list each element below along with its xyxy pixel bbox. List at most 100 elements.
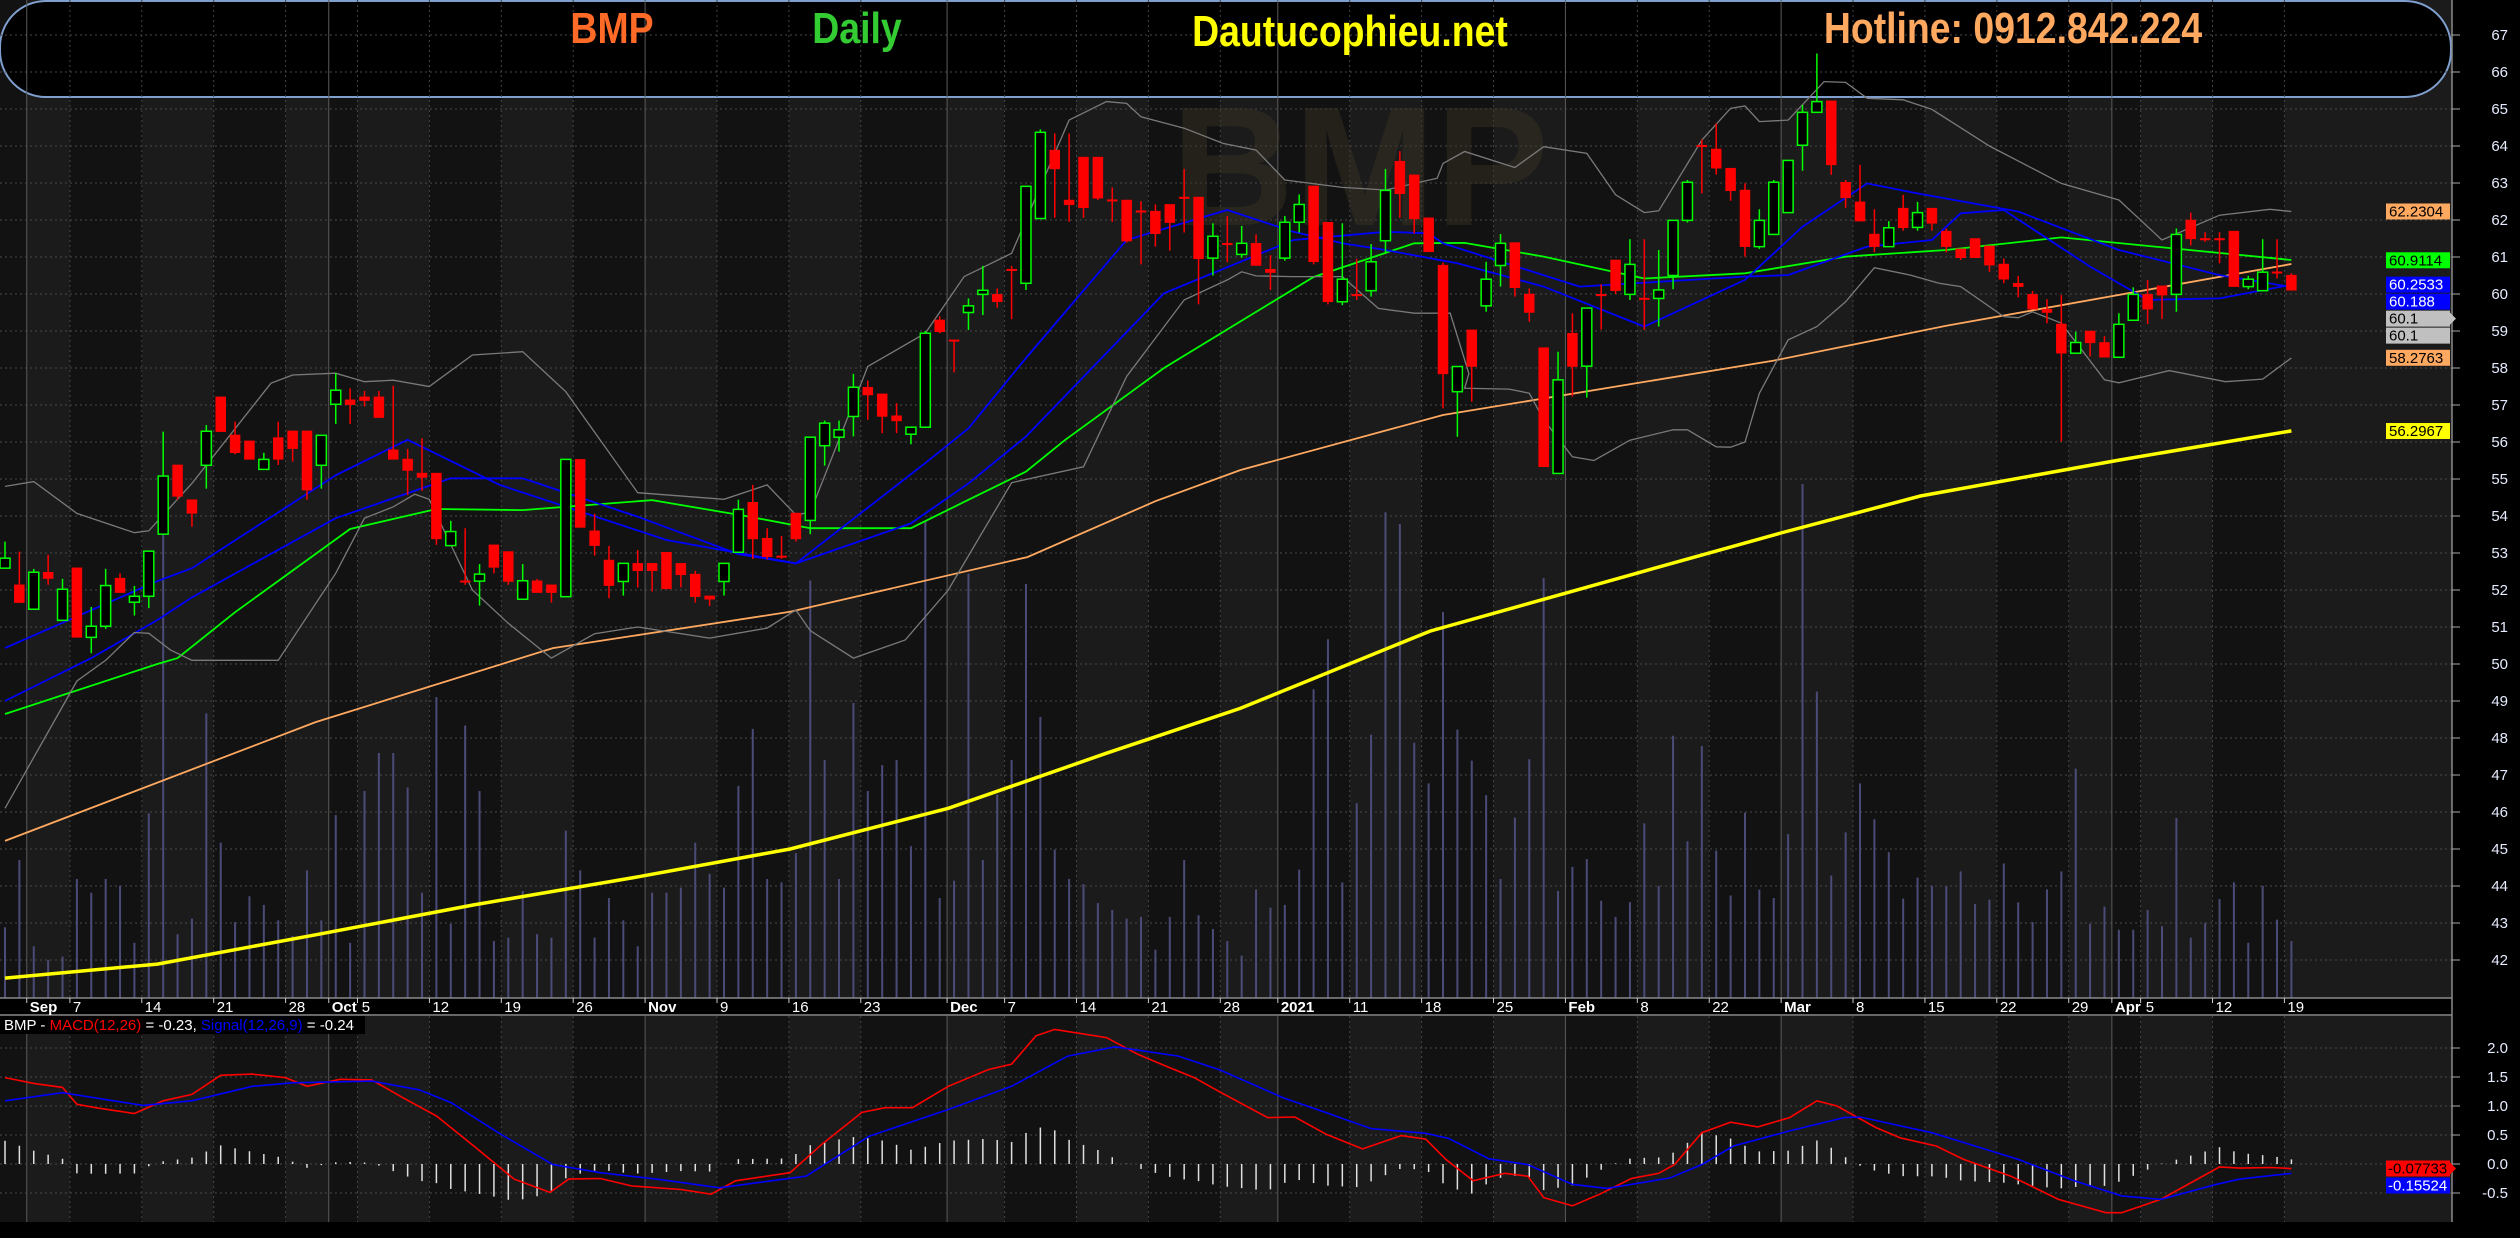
candle xyxy=(847,373,860,437)
macd-background-band xyxy=(788,1016,861,1222)
candle xyxy=(1235,225,1248,258)
candle xyxy=(1681,180,1694,223)
candle xyxy=(1193,196,1204,305)
candle-body xyxy=(2056,323,2067,354)
macd-background-band xyxy=(2111,1016,2141,1222)
macd-axis-label: -0.5 xyxy=(2482,1185,2508,1202)
candle xyxy=(2127,287,2139,322)
candle-body xyxy=(114,577,126,593)
candle xyxy=(329,373,342,424)
candle xyxy=(560,458,572,598)
candle xyxy=(272,421,284,465)
candle xyxy=(200,424,213,489)
macd-legend-bg xyxy=(0,1016,365,1034)
candle-body xyxy=(71,567,83,638)
candle xyxy=(2084,330,2096,357)
candle-body xyxy=(589,530,600,546)
macd-background-band xyxy=(573,1016,646,1222)
candle xyxy=(919,331,932,428)
candle xyxy=(862,380,874,420)
price-tag-text: 58.2763 xyxy=(2389,350,2443,367)
date-label: Mar xyxy=(1784,999,1811,1016)
candle xyxy=(244,440,255,460)
background-band xyxy=(1076,0,1149,998)
right-axis-bg xyxy=(2452,0,2520,1238)
date-label: Dec xyxy=(950,999,978,1016)
candle-body xyxy=(1107,199,1118,202)
candle-body xyxy=(459,580,471,583)
price-tag-text: 60.2533 xyxy=(2389,277,2443,294)
date-label: Sep xyxy=(30,999,58,1016)
background-band xyxy=(2212,0,2285,998)
price-tag-text: 60.188 xyxy=(2389,294,2435,311)
candle-body xyxy=(1394,160,1406,194)
candle-body xyxy=(143,550,155,598)
candle-body xyxy=(1524,293,1535,313)
candle xyxy=(215,396,226,432)
date-label: 12 xyxy=(2216,999,2233,1016)
date-label: Nov xyxy=(648,999,677,1016)
candle xyxy=(2286,273,2297,291)
price-tag-bg xyxy=(2386,252,2450,269)
candle xyxy=(1222,215,1233,263)
candle-body xyxy=(560,458,572,598)
price-label: 50 xyxy=(2491,656,2508,673)
candle xyxy=(1854,164,1866,222)
candle-body xyxy=(2185,219,2197,240)
candle xyxy=(1883,221,1895,248)
candle-body xyxy=(1365,261,1377,292)
candle xyxy=(503,551,514,585)
candle-body xyxy=(632,563,643,572)
candle-body xyxy=(603,559,615,586)
candle xyxy=(488,544,500,574)
candle-body xyxy=(1883,227,1895,248)
candle xyxy=(962,298,975,330)
candle-body xyxy=(258,458,270,471)
candle-body xyxy=(2170,233,2183,296)
candle-body xyxy=(1494,242,1507,267)
price-tags: 62.230460.911460.253360.18860.160.158.27… xyxy=(2386,203,2456,440)
macd-background-band xyxy=(69,1016,142,1222)
candle-body xyxy=(646,563,658,572)
date-label: 22 xyxy=(2000,999,2017,1016)
candle-body xyxy=(157,475,169,535)
candle-body xyxy=(1063,199,1075,206)
candle xyxy=(1308,185,1319,265)
background-band xyxy=(2284,0,2452,998)
candle-body xyxy=(1567,332,1578,367)
candle xyxy=(934,316,945,334)
candle xyxy=(2113,313,2125,359)
header-titles: BMP Daily Dautucophieu.net Hotline: 0912… xyxy=(570,3,2202,56)
macd-axis-label: 1.0 xyxy=(2487,1098,2508,1115)
candle xyxy=(977,265,989,316)
candle-body xyxy=(847,386,860,418)
candle xyxy=(388,385,399,460)
candle xyxy=(1667,219,1679,290)
price-label: 64 xyxy=(2491,138,2508,155)
candle-body xyxy=(1193,196,1204,260)
candle xyxy=(531,578,543,593)
candle xyxy=(1379,168,1392,255)
candle-body xyxy=(776,555,787,558)
hotline-title: Hotline: 0912.842.224 xyxy=(1824,3,2203,53)
macd-tag-bg xyxy=(2386,1177,2450,1194)
candle xyxy=(1034,129,1047,220)
candle xyxy=(1696,139,1708,194)
macd-line xyxy=(4,1028,2292,1214)
date-label: 29 xyxy=(2072,999,2089,1016)
candle-body xyxy=(1826,100,1837,166)
date-label: 25 xyxy=(1497,999,1514,1016)
candle xyxy=(473,564,486,606)
candle xyxy=(1782,159,1794,214)
date-label: 2021 xyxy=(1281,999,1314,1016)
bb-lower-line xyxy=(4,266,2292,809)
candle xyxy=(516,564,529,600)
background-band xyxy=(860,0,948,998)
price-label: 56 xyxy=(2491,434,2508,451)
candle-body xyxy=(977,289,989,296)
candle xyxy=(790,512,802,542)
candle xyxy=(2256,239,2269,292)
candle xyxy=(1538,347,1549,468)
